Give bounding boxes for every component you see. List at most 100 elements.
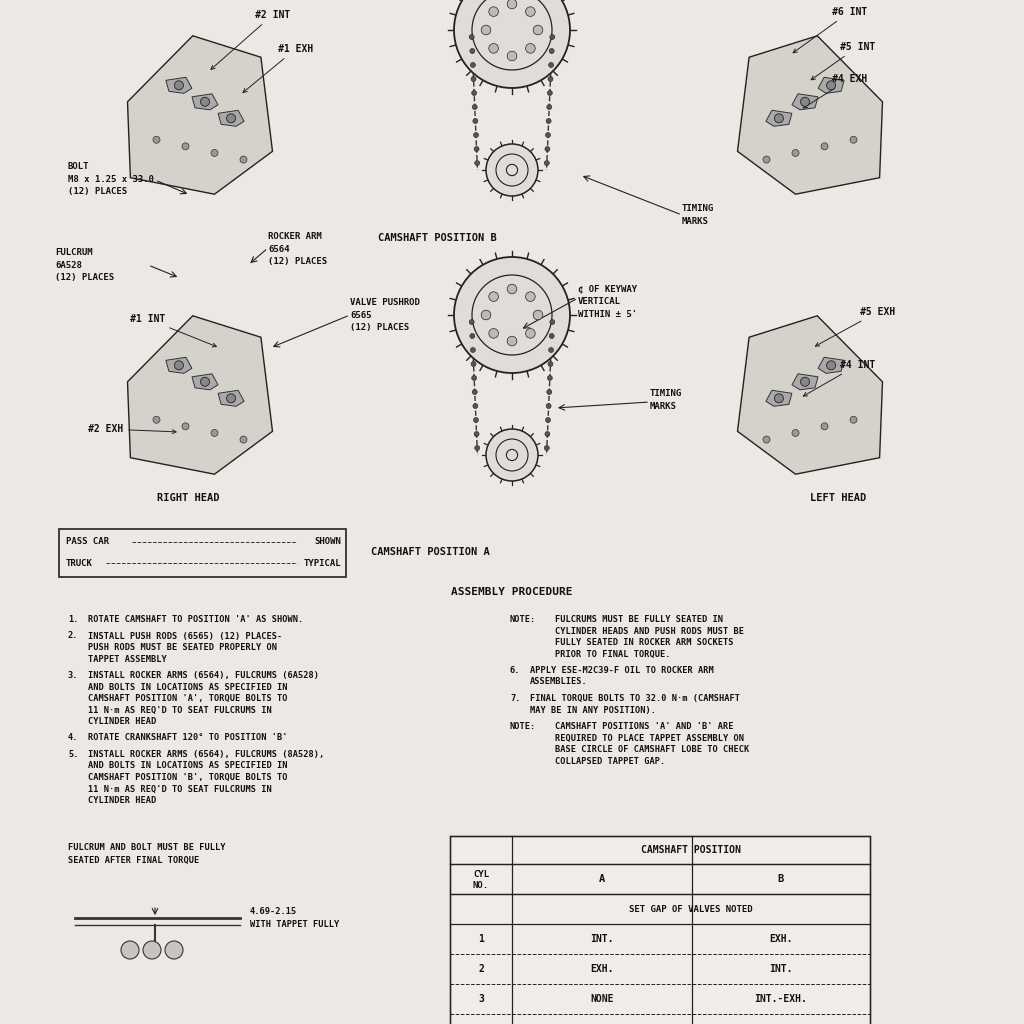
Circle shape xyxy=(546,132,551,137)
Polygon shape xyxy=(792,374,818,390)
Text: #2 EXH: #2 EXH xyxy=(88,424,176,434)
Text: #4 INT: #4 INT xyxy=(804,360,876,396)
Text: #2 INT: #2 INT xyxy=(211,10,290,70)
FancyBboxPatch shape xyxy=(450,836,870,1024)
Circle shape xyxy=(548,376,552,381)
Circle shape xyxy=(821,143,828,150)
Circle shape xyxy=(546,119,551,124)
Circle shape xyxy=(240,436,247,443)
Text: EXH.: EXH. xyxy=(769,934,793,944)
Circle shape xyxy=(472,90,476,95)
Text: PRIOR TO FINAL TORQUE.: PRIOR TO FINAL TORQUE. xyxy=(555,649,671,658)
Circle shape xyxy=(471,77,476,82)
Polygon shape xyxy=(218,111,244,126)
Circle shape xyxy=(470,347,475,352)
Circle shape xyxy=(153,416,160,423)
Circle shape xyxy=(792,429,799,436)
Circle shape xyxy=(547,104,552,110)
Circle shape xyxy=(547,389,552,394)
Polygon shape xyxy=(193,374,218,390)
Text: A: A xyxy=(599,874,605,884)
Circle shape xyxy=(470,48,475,53)
Circle shape xyxy=(774,394,783,402)
Text: BOLT
M8 x 1.25 x 33.0
(12) PLACES: BOLT M8 x 1.25 x 33.0 (12) PLACES xyxy=(68,162,154,196)
Circle shape xyxy=(473,119,478,124)
Text: RIGHT HEAD: RIGHT HEAD xyxy=(157,493,219,503)
Circle shape xyxy=(473,418,478,423)
Circle shape xyxy=(801,377,810,386)
Circle shape xyxy=(801,97,810,106)
Circle shape xyxy=(488,44,499,53)
Text: #6 INT: #6 INT xyxy=(794,7,867,53)
Circle shape xyxy=(546,403,551,409)
Polygon shape xyxy=(166,357,191,374)
Circle shape xyxy=(481,310,490,319)
Circle shape xyxy=(454,257,570,373)
Text: NOTE:: NOTE: xyxy=(510,722,537,731)
Text: CAMSHAFT POSITIONS 'A' AND 'B' ARE: CAMSHAFT POSITIONS 'A' AND 'B' ARE xyxy=(555,722,733,731)
Text: CYL: CYL xyxy=(473,870,489,879)
Text: INSTALL ROCKER ARMS (6564), FULCRUMS (8A528),: INSTALL ROCKER ARMS (6564), FULCRUMS (8A… xyxy=(88,750,325,759)
Text: CAMSHAFT POSITION 'B', TORQUE BOLTS TO: CAMSHAFT POSITION 'B', TORQUE BOLTS TO xyxy=(88,773,288,782)
Circle shape xyxy=(525,329,536,338)
Circle shape xyxy=(545,445,549,451)
Text: 2.: 2. xyxy=(68,632,79,640)
Text: FULCRUM AND BOLT MUST BE FULLY
SEATED AFTER FINAL TORQUE: FULCRUM AND BOLT MUST BE FULLY SEATED AF… xyxy=(68,843,225,864)
Text: INSTALL ROCKER ARMS (6564), FULCRUMS (6A528): INSTALL ROCKER ARMS (6564), FULCRUMS (6A… xyxy=(88,671,319,680)
Circle shape xyxy=(471,361,476,367)
Circle shape xyxy=(525,7,536,16)
Circle shape xyxy=(481,26,490,35)
Circle shape xyxy=(548,90,552,95)
Circle shape xyxy=(174,81,183,90)
Text: 7.: 7. xyxy=(510,694,520,703)
Circle shape xyxy=(525,44,536,53)
Circle shape xyxy=(826,360,836,370)
Circle shape xyxy=(201,97,210,106)
Text: INT.: INT. xyxy=(769,964,793,974)
Circle shape xyxy=(488,7,499,16)
Circle shape xyxy=(549,48,554,53)
Text: ¢ OF KEYWAY
VERTICAL
WITHIN ± 5': ¢ OF KEYWAY VERTICAL WITHIN ± 5' xyxy=(578,285,637,319)
Circle shape xyxy=(174,360,183,370)
Polygon shape xyxy=(218,390,244,407)
Circle shape xyxy=(507,285,517,294)
Text: 11 N·m AS REQ'D TO SEAT FULCRUMS IN: 11 N·m AS REQ'D TO SEAT FULCRUMS IN xyxy=(88,706,271,715)
Circle shape xyxy=(121,941,139,959)
Text: 4.69-2.15
WITH TAPPET FULLY: 4.69-2.15 WITH TAPPET FULLY xyxy=(250,907,339,929)
Polygon shape xyxy=(766,390,792,407)
Circle shape xyxy=(549,347,554,352)
Polygon shape xyxy=(818,77,844,93)
Polygon shape xyxy=(737,315,883,474)
Text: BASE CIRCLE OF CAMSHAFT LOBE TO CHECK: BASE CIRCLE OF CAMSHAFT LOBE TO CHECK xyxy=(555,745,750,754)
Text: 3: 3 xyxy=(478,994,484,1004)
Circle shape xyxy=(488,292,499,301)
Text: FULLY SEATED IN ROCKER ARM SOCKETS: FULLY SEATED IN ROCKER ARM SOCKETS xyxy=(555,638,733,647)
Circle shape xyxy=(826,81,836,90)
Circle shape xyxy=(474,146,479,152)
Circle shape xyxy=(550,35,555,40)
Circle shape xyxy=(473,403,478,409)
Circle shape xyxy=(549,334,554,339)
Text: #5 INT: #5 INT xyxy=(811,42,876,80)
Text: COLLAPSED TAPPET GAP.: COLLAPSED TAPPET GAP. xyxy=(555,757,666,766)
Text: EXH.: EXH. xyxy=(590,964,613,974)
Text: #1 INT: #1 INT xyxy=(130,314,216,347)
Circle shape xyxy=(475,445,479,451)
Text: VALVE PUSHROD
6565
(12) PLACES: VALVE PUSHROD 6565 (12) PLACES xyxy=(350,298,420,332)
Circle shape xyxy=(201,377,210,386)
Text: CAMSHAFT POSITION 'A', TORQUE BOLTS TO: CAMSHAFT POSITION 'A', TORQUE BOLTS TO xyxy=(88,694,288,703)
Circle shape xyxy=(486,429,538,481)
Circle shape xyxy=(546,418,551,423)
Text: PUSH RODS MUST BE SEATED PROPERLY ON: PUSH RODS MUST BE SEATED PROPERLY ON xyxy=(88,643,278,652)
Text: ASSEMBLY PROCEDURE: ASSEMBLY PROCEDURE xyxy=(452,587,572,597)
Text: #5 EXH: #5 EXH xyxy=(815,307,895,346)
Text: INT.: INT. xyxy=(590,934,613,944)
Circle shape xyxy=(454,0,570,88)
Text: NO.: NO. xyxy=(473,881,489,890)
Text: ASSEMBLIES.: ASSEMBLIES. xyxy=(530,678,588,686)
Text: LEFT HEAD: LEFT HEAD xyxy=(810,493,866,503)
Text: TAPPET ASSEMBLY: TAPPET ASSEMBLY xyxy=(88,654,167,664)
Circle shape xyxy=(182,423,189,430)
Text: AND BOLTS IN LOCATIONS AS SPECIFIED IN: AND BOLTS IN LOCATIONS AS SPECIFIED IN xyxy=(88,683,288,691)
Text: FULCRUMS MUST BE FULLY SEATED IN: FULCRUMS MUST BE FULLY SEATED IN xyxy=(555,615,723,624)
